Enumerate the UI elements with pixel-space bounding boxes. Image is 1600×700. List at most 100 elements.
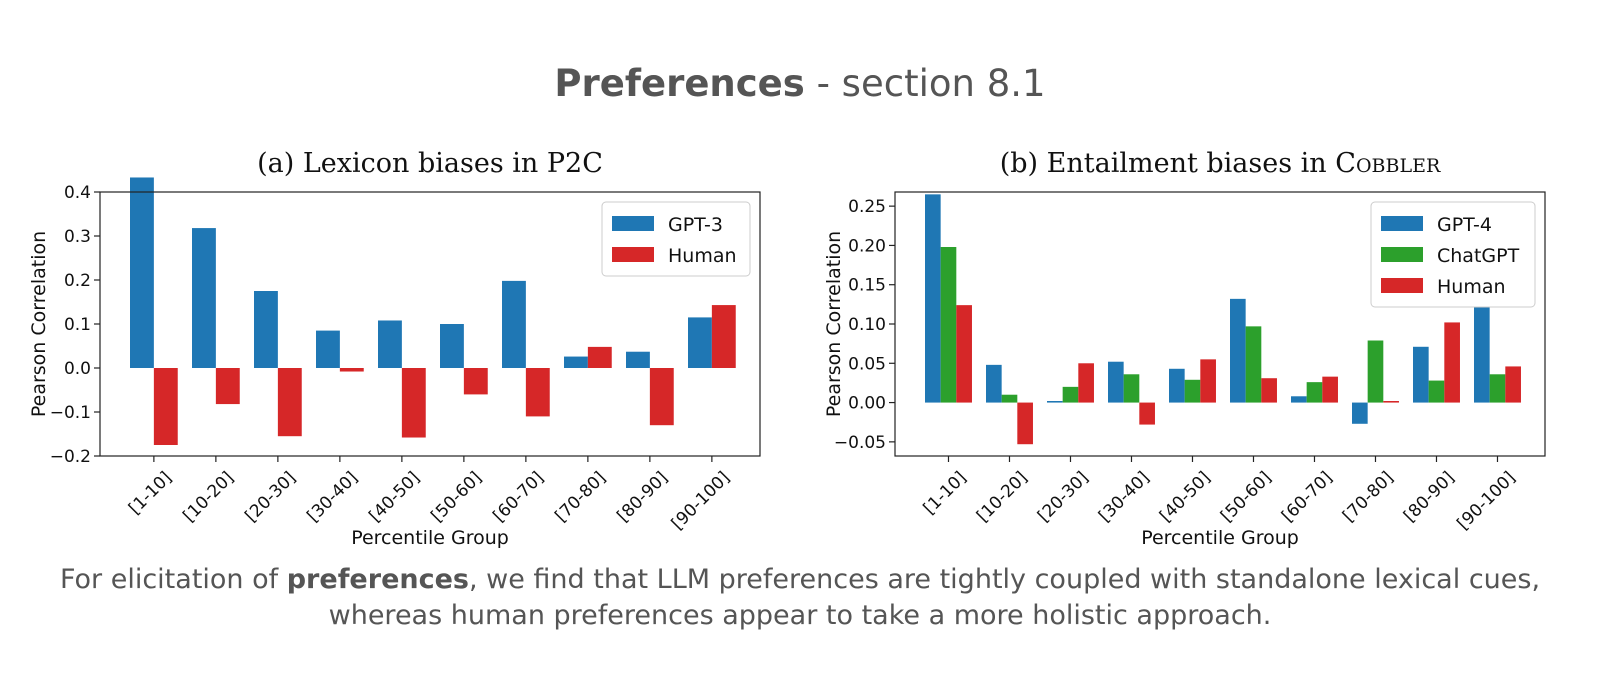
chart-a-bar-human-4 bbox=[401, 368, 426, 438]
chart-a-xtick-label-8: [80-90] bbox=[613, 468, 671, 526]
chart-b-ytick-label-3: 0.10 bbox=[848, 315, 886, 335]
chart-a-xtick-label-2: [20-30] bbox=[241, 468, 299, 526]
chart-a-bar-human-6 bbox=[525, 368, 550, 417]
chart-a-bar-human-7 bbox=[587, 346, 612, 368]
chart-a-title-main: (a) Lexicon biases in P2C bbox=[257, 148, 603, 179]
chart-b-bar-chatgpt-9 bbox=[1489, 374, 1506, 403]
chart-a-bar-human-8 bbox=[649, 368, 674, 426]
chart-a-legend-label-human: Human bbox=[668, 245, 737, 267]
chart-a-bar-gpt-3-9 bbox=[688, 317, 712, 368]
chart-b-bar-chatgpt-2 bbox=[1062, 386, 1079, 403]
chart-b-legend-swatch-gpt-4 bbox=[1381, 216, 1423, 231]
chart-b-bar-gpt-4-7 bbox=[1352, 402, 1368, 424]
chart-a-xtick-label-0: [1-10] bbox=[125, 468, 176, 519]
chart-b-bar-chatgpt-3 bbox=[1123, 374, 1140, 403]
chart-a-bar-gpt-3-3 bbox=[316, 330, 340, 368]
chart-b-legend-swatch-human bbox=[1381, 278, 1423, 293]
chart-b-bar-human-7 bbox=[1383, 401, 1399, 403]
chart-b-bar-gpt-4-4 bbox=[1169, 368, 1185, 403]
chart-b-title-main: (b) Entailment biases in C bbox=[999, 148, 1356, 179]
chart-b-ytick-label-2: 0.05 bbox=[848, 354, 886, 374]
chart-b-bar-chatgpt-1 bbox=[1001, 394, 1018, 403]
chart-a-y-axis-label: Pearson Correlation bbox=[28, 231, 50, 417]
caption-text-end: , we find that LLM preferences are tight… bbox=[468, 564, 1541, 595]
chart-b-xtick-label-0: [1-10] bbox=[920, 468, 971, 519]
chart-b-y-axis-label: Pearson Correlation bbox=[823, 231, 845, 417]
chart-b-bar-gpt-4-0 bbox=[925, 194, 941, 403]
chart-b-title-smallcaps: obbler bbox=[1355, 148, 1441, 179]
chart-b-x-axis-label: Percentile Group bbox=[1141, 527, 1299, 549]
chart-a-ytick-label-3: 0.1 bbox=[64, 315, 91, 335]
chart-b-ytick-label-5: 0.20 bbox=[848, 236, 886, 256]
chart-b-legend-swatch-chatgpt bbox=[1381, 247, 1423, 262]
chart-a-bar-human-5 bbox=[463, 368, 488, 395]
chart-b-xtick-label-5: [50-60] bbox=[1217, 468, 1275, 526]
chart-b-legend-label-gpt-4: GPT-4 bbox=[1437, 214, 1492, 236]
slide-title-bold: Preferences bbox=[554, 62, 805, 105]
chart-a-ytick-label-2: 0.0 bbox=[64, 359, 91, 379]
chart-b-bar-human-5 bbox=[1261, 378, 1277, 403]
caption-line-1: For elicitation of preferences, we find … bbox=[0, 562, 1600, 598]
caption-text-bold: preferences bbox=[286, 564, 469, 595]
chart-b-bar-gpt-4-5 bbox=[1230, 298, 1246, 403]
chart-a-title: (a) Lexicon biases in P2C bbox=[100, 148, 760, 179]
chart-b-bar-gpt-4-6 bbox=[1291, 396, 1307, 403]
chart-b-bar-gpt-4-9 bbox=[1474, 302, 1490, 403]
chart-a-ytick-label-1: −0.1 bbox=[50, 403, 91, 423]
chart-b-bar-gpt-4-3 bbox=[1108, 361, 1124, 403]
chart-entailment-biases: −0.05 0.00 0.05 0.10 0.15 0.20 0.25 [1-10] [10-2… bbox=[823, 191, 1546, 549]
chart-b-xtick-label-4: [40-50] bbox=[1156, 468, 1214, 526]
chart-b-bar-gpt-4-8 bbox=[1413, 346, 1429, 403]
chart-b-bar-human-6 bbox=[1322, 376, 1338, 403]
chart-b-xtick-label-6: [60-70] bbox=[1278, 468, 1336, 526]
chart-b-bar-gpt-4-1 bbox=[986, 364, 1002, 403]
chart-b-bar-chatgpt-6 bbox=[1306, 382, 1323, 403]
chart-b-xtick-label-3: [30-40] bbox=[1095, 468, 1153, 526]
chart-b-legend-label-human: Human bbox=[1437, 276, 1506, 298]
chart-a-ytick-label-0: −0.2 bbox=[50, 447, 91, 467]
chart-a-ytick-label-4: 0.2 bbox=[64, 271, 91, 291]
chart-a-bar-gpt-3-7 bbox=[564, 356, 588, 368]
chart-a-bar-human-1 bbox=[215, 368, 240, 405]
chart-b-bar-chatgpt-8 bbox=[1428, 380, 1445, 403]
chart-a-bar-human-3 bbox=[339, 368, 364, 372]
chart-b-xtick-label-2: [20-30] bbox=[1034, 468, 1092, 526]
chart-b-bar-human-2 bbox=[1078, 363, 1094, 403]
caption-text-start: For elicitation of bbox=[59, 564, 287, 595]
chart-a-ytick-label-5: 0.3 bbox=[64, 227, 91, 247]
chart-b-bar-chatgpt-4 bbox=[1184, 379, 1201, 403]
chart-a-bar-gpt-3-5 bbox=[440, 324, 464, 368]
chart-a-bar-gpt-3-1 bbox=[192, 228, 216, 368]
chart-a-legend-swatch-gpt-3 bbox=[612, 216, 654, 231]
slide-caption: For elicitation of preferences, we find … bbox=[0, 562, 1600, 634]
chart-b-bar-human-3 bbox=[1139, 402, 1155, 425]
chart-b-bar-chatgpt-0 bbox=[940, 247, 957, 403]
chart-b-title: (b) Entailment biases in Cobbler bbox=[895, 148, 1545, 179]
chart-b-xtick-label-1: [10-20] bbox=[973, 468, 1031, 526]
chart-a-xtick-label-9: [90-100] bbox=[668, 468, 734, 534]
caption-line-2: whereas human preferences appear to take… bbox=[328, 600, 1272, 631]
chart-a-xtick-label-5: [50-60] bbox=[427, 468, 485, 526]
chart-a-xtick-label-7: [70-80] bbox=[551, 468, 609, 526]
chart-b-bar-human-9 bbox=[1505, 366, 1521, 403]
slide-title: Preferences - section 8.1 bbox=[0, 62, 1600, 105]
chart-a-bar-human-0 bbox=[153, 368, 178, 445]
chart-a-legend-swatch-human bbox=[612, 247, 654, 262]
chart-b-ytick-label-0: −0.05 bbox=[834, 433, 886, 453]
chart-b-xtick-label-8: [80-90] bbox=[1400, 468, 1458, 526]
chart-a-xtick-label-3: [30-40] bbox=[303, 468, 361, 526]
chart-b-ytick-label-4: 0.15 bbox=[848, 276, 886, 296]
chart-b-xtick-label-9: [90-100] bbox=[1453, 468, 1519, 534]
chart-a-ytick-label-6: 0.4 bbox=[64, 183, 91, 203]
chart-b-ytick-label-1: 0.00 bbox=[848, 394, 886, 414]
chart-a-xtick-label-4: [40-50] bbox=[365, 468, 423, 526]
chart-a-bar-gpt-3-2 bbox=[254, 291, 278, 368]
chart-b-xtick-label-7: [70-80] bbox=[1339, 468, 1397, 526]
chart-b-bar-human-0 bbox=[956, 305, 972, 403]
chart-a-xtick-label-1: [10-20] bbox=[179, 468, 237, 526]
chart-b-bar-chatgpt-7 bbox=[1367, 340, 1384, 403]
chart-a-legend-label-gpt-3: GPT-3 bbox=[668, 214, 723, 236]
chart-b-bar-human-8 bbox=[1444, 322, 1460, 403]
chart-b-bar-human-1 bbox=[1017, 402, 1033, 445]
slide-title-rest: - section 8.1 bbox=[804, 62, 1046, 105]
